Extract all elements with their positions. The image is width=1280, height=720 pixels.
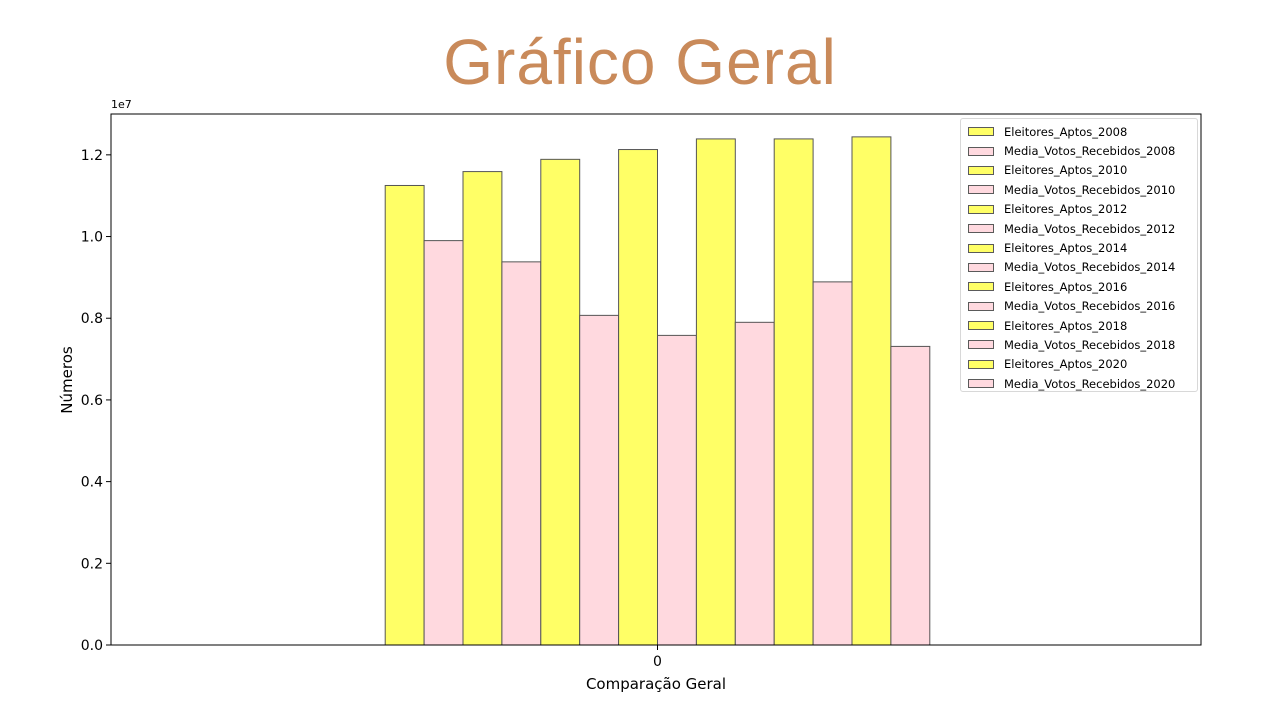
- legend-swatch: [968, 185, 994, 195]
- page-title: Gráfico Geral: [443, 26, 837, 98]
- legend-swatch: [968, 379, 994, 389]
- bar-media-votos-recebidos-2016: [734, 321, 775, 646]
- y-tick-label: 0.2: [81, 556, 103, 572]
- legend-label: Media_Votos_Recebidos_2016: [1004, 299, 1176, 314]
- y-tick-label: 0.4: [81, 475, 103, 491]
- legend-item: Eleitores_Aptos_2018: [968, 316, 1197, 335]
- bar-eleitores-aptos-2008: [384, 184, 425, 646]
- legend-swatch: [968, 243, 994, 253]
- y-axis-label: Números: [58, 346, 76, 414]
- bars-layer: [384, 136, 931, 646]
- legend-label: Media_Votos_Recebidos_2010: [1004, 182, 1176, 197]
- bar-eleitores-aptos-2012: [540, 158, 581, 646]
- bar-eleitores-aptos-2014: [618, 149, 658, 646]
- x-axis-ticks: 0: [653, 645, 662, 670]
- legend-swatch: [968, 224, 994, 234]
- legend-label: Eleitores_Aptos_2020: [1004, 357, 1128, 372]
- legend-item: Media_Votos_Recebidos_2018: [968, 335, 1197, 354]
- bar-media-votos-recebidos-2012: [579, 314, 620, 646]
- y-axis-ticks: 0.0 0.2 0.4 0.6 0.8 1.0 1.2: [81, 148, 111, 654]
- legend-swatch: [968, 301, 994, 311]
- legend-label: Media_Votos_Recebidos_2014: [1004, 260, 1176, 275]
- legend-swatch: [968, 321, 994, 331]
- legend-label: Eleitores_Aptos_2010: [1004, 163, 1128, 178]
- legend-item: Eleitores_Aptos_2016: [968, 277, 1197, 296]
- chart-legend: Eleitores_Aptos_2008 Media_Votos_Recebido…: [960, 118, 1198, 392]
- bar-media-votos-recebidos-2018: [812, 281, 853, 646]
- x-tick-label: 0: [653, 654, 662, 670]
- bar-media-votos-recebidos-2014: [657, 334, 697, 646]
- legend-swatch: [968, 165, 994, 175]
- bar-media-votos-recebidos-2008: [423, 240, 464, 646]
- legend-item: Media_Votos_Recebidos_2016: [968, 297, 1197, 316]
- legend-label: Eleitores_Aptos_2016: [1004, 279, 1128, 294]
- y-tick-label: 0.8: [81, 311, 103, 327]
- bar-media-votos-recebidos-2020: [890, 345, 931, 646]
- legend-label: Media_Votos_Recebidos_2018: [1004, 337, 1176, 352]
- y-offset-label: 1e7: [111, 98, 132, 111]
- legend-item: Eleitores_Aptos_2020: [968, 355, 1197, 374]
- legend-item: Eleitores_Aptos_2008: [968, 122, 1197, 141]
- legend-label: Media_Votos_Recebidos_2008: [1004, 144, 1176, 159]
- legend-label: Media_Votos_Recebidos_2012: [1004, 221, 1176, 236]
- legend-label: Eleitores_Aptos_2012: [1004, 202, 1128, 217]
- legend-swatch: [968, 282, 994, 292]
- legend-item: Eleitores_Aptos_2014: [968, 238, 1197, 257]
- legend-swatch: [968, 146, 994, 156]
- legend-swatch: [968, 340, 994, 350]
- plot-frame: [110, 113, 1202, 646]
- y-tick-label: 0.0: [81, 638, 103, 654]
- bar-eleitores-aptos-2020: [851, 136, 892, 646]
- bar-eleitores-aptos-2018: [773, 138, 814, 646]
- bar-media-votos-recebidos-2010: [501, 261, 542, 646]
- legend-item: Media_Votos_Recebidos_2008: [968, 141, 1197, 160]
- legend-item: Media_Votos_Recebidos_2010: [968, 180, 1197, 199]
- bar-eleitores-aptos-2016: [695, 138, 736, 646]
- legend-label: Eleitores_Aptos_2008: [1004, 124, 1128, 139]
- legend-swatch: [968, 204, 994, 214]
- y-tick-label: 1.0: [81, 230, 103, 246]
- legend-item: Media_Votos_Recebidos_2012: [968, 219, 1197, 238]
- legend-item: Media_Votos_Recebidos_2014: [968, 258, 1197, 277]
- legend-label: Media_Votos_Recebidos_2020: [1004, 376, 1176, 391]
- legend-label: Eleitores_Aptos_2014: [1004, 241, 1128, 256]
- legend-item: Eleitores_Aptos_2012: [968, 200, 1197, 219]
- legend-swatch: [968, 359, 994, 369]
- legend-item: Eleitores_Aptos_2010: [968, 161, 1197, 180]
- legend-label: Eleitores_Aptos_2018: [1004, 318, 1128, 333]
- legend-swatch: [968, 127, 994, 137]
- x-axis-label: Comparação Geral: [586, 675, 726, 693]
- bar-eleitores-aptos-2010: [462, 171, 503, 646]
- legend-item: Media_Votos_Recebidos_2020: [968, 374, 1197, 393]
- y-tick-label: 0.6: [81, 393, 103, 409]
- legend-swatch: [968, 262, 994, 272]
- y-tick-label: 1.2: [81, 148, 103, 164]
